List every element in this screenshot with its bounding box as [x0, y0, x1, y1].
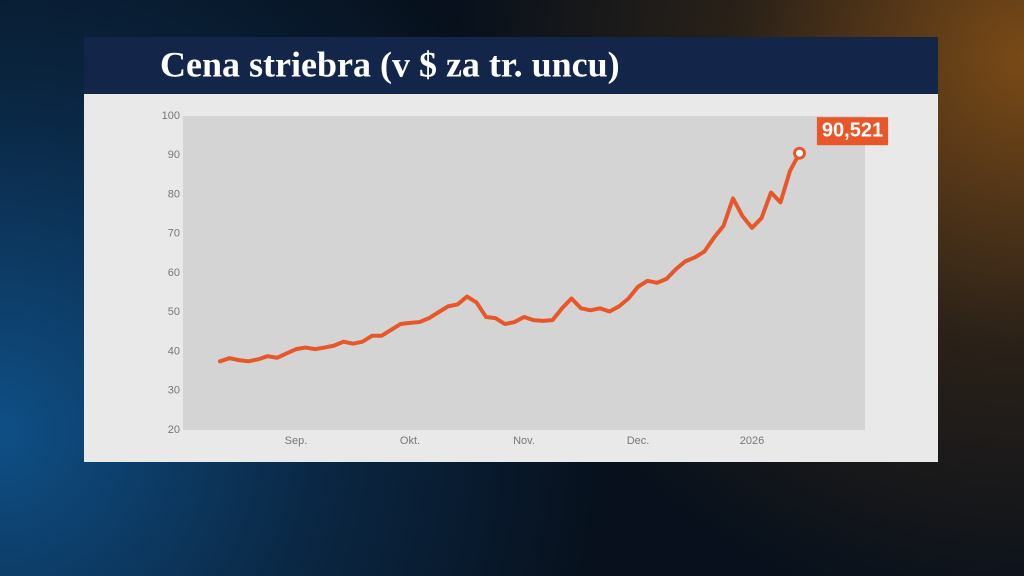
- x-tick-label: Nov.: [513, 435, 535, 447]
- x-tick-label: Dec.: [627, 435, 650, 447]
- chart-title: Cena striebra (v $ za tr. uncu): [160, 44, 620, 84]
- value-label: 90,521: [822, 119, 883, 141]
- y-tick-label: 70: [168, 228, 180, 240]
- end-marker: [793, 146, 806, 160]
- y-tick-label: 80: [168, 188, 180, 200]
- y-tick-label: 50: [168, 306, 180, 318]
- title-bar: [84, 37, 938, 94]
- y-tick-label: 90: [168, 149, 180, 161]
- x-tick-label: Okt.: [400, 435, 420, 447]
- plot-area: [183, 116, 865, 430]
- y-tick-label: 30: [168, 385, 180, 397]
- line: [218, 151, 802, 364]
- value-label-box: [816, 117, 889, 146]
- y-tick-label: 60: [168, 267, 180, 279]
- x-tick-label: 2026: [740, 435, 764, 447]
- y-tick-label: 40: [168, 345, 180, 357]
- y-tick-label: 100: [162, 110, 180, 122]
- x-tick-label: Sep.: [285, 435, 308, 447]
- y-tick-label: 20: [168, 424, 180, 436]
